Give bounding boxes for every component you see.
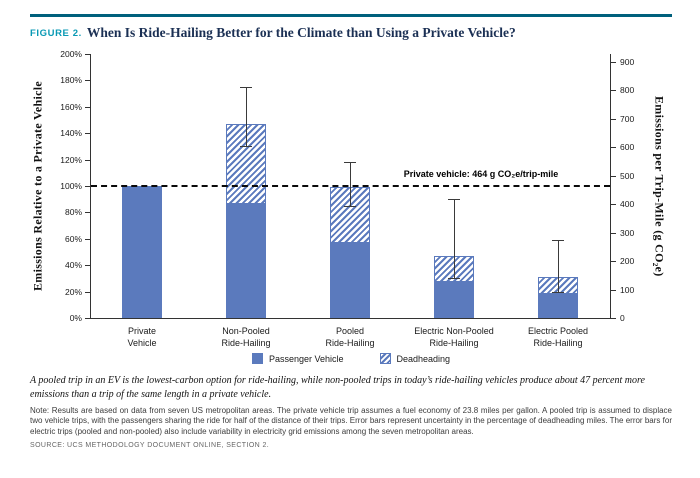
y-right-tick [611, 175, 616, 177]
y-left-tick [85, 318, 90, 319]
y-left-tick [85, 291, 90, 293]
y-right-tick-label: 200 [620, 256, 635, 267]
error-bar-line [245, 87, 247, 147]
y-axis-left-line [90, 54, 91, 319]
chart-plot: Emissions Relative to a Private Vehicle … [30, 44, 680, 349]
error-bar-cap-bottom [240, 146, 252, 148]
x-category-label: Electric Pooled Ride-Hailing [527, 326, 589, 348]
y-right-tick-label: 300 [620, 227, 635, 238]
y-left-tick-label: 100% [60, 181, 82, 191]
error-bar-cap-top [240, 87, 252, 88]
error-bar-cap-bottom [344, 205, 356, 207]
y-left-tick-label: 120% [60, 154, 82, 165]
legend-label-deadheading: Deadheading [396, 353, 451, 364]
x-axis-line [90, 318, 611, 319]
y-right-tick [611, 232, 616, 234]
x-category-label: Electric Non-Pooled Ride-Hailing [414, 326, 494, 348]
error-bar-cap-top [552, 240, 564, 242]
legend-swatch-deadheading [379, 353, 391, 364]
y-right-tick-label: 600 [620, 142, 635, 153]
y-right-tick [611, 289, 616, 291]
x-category-label: Non-Pooled Ride-Hailing [221, 326, 271, 348]
y-left-tick [85, 54, 90, 55]
chart-legend: Passenger Vehicle Deadheading [30, 353, 672, 364]
y-right-tick [611, 318, 616, 319]
y-axis-right-line [610, 54, 611, 319]
bar-passenger-vehicle [330, 242, 370, 318]
bar-passenger-vehicle [226, 204, 266, 318]
y-right-tick-label: 400 [620, 199, 635, 210]
y-left-tick-label: 200% [60, 49, 82, 59]
figure-source: SOURCE: UCS METHODOLOGY DOCUMENT ONLINE,… [30, 442, 270, 450]
error-bar-line [453, 199, 455, 279]
error-bar-cap-bottom [552, 291, 564, 293]
legend-swatch-passenger-vehicle [251, 353, 263, 364]
figure-caption: A pooled trip in an EV is the lowest-car… [30, 375, 645, 400]
legend-item-passenger-vehicle: Passenger Vehicle [251, 353, 344, 364]
y-left-tick-label: 60% [64, 233, 82, 244]
error-bar-line [557, 240, 559, 292]
reference-line [91, 185, 610, 187]
figure-note: Note: Results are based on data from sev… [30, 406, 672, 436]
y-left-tick-label: 160% [60, 101, 82, 112]
legend-label-passenger-vehicle: Passenger Vehicle [268, 353, 344, 364]
y-right-tick-label: 0 [620, 313, 625, 323]
reference-line-label: Private vehicle: 464 g CO₂e/trip-mile [403, 169, 559, 179]
top-rule [30, 14, 672, 17]
figure-title: When Is Ride-Hailing Better for the Clim… [86, 25, 516, 40]
x-category-label: Pooled Ride-Hailing [325, 326, 375, 348]
figure-label: FIGURE 2. [30, 27, 82, 39]
y-right-tick-label: 700 [620, 113, 635, 124]
y-left-tick-label: 180% [60, 75, 82, 86]
y-left-tick [85, 186, 90, 187]
bar-passenger-vehicle [538, 294, 578, 318]
y-left-tick [85, 106, 90, 108]
y-left-tick [85, 159, 90, 161]
y-right-tick-label: 500 [620, 170, 635, 181]
y-right-tick [611, 147, 616, 149]
y-left-tick-label: 20% [64, 286, 82, 297]
error-bar-cap-top [448, 199, 460, 201]
y-left-tick [85, 133, 90, 135]
y-right-tick-label: 800 [620, 85, 635, 96]
y-right-tick-label: 900 [620, 56, 635, 67]
y-right-tick [611, 204, 616, 206]
y-left-tick-label: 140% [60, 128, 82, 139]
bar-passenger-vehicle [434, 282, 474, 318]
y-left-tick [85, 212, 90, 214]
y-left-tick [85, 238, 90, 240]
legend-item-deadheading: Deadheading [379, 353, 451, 364]
y-left-tick-label: 0% [69, 313, 82, 323]
error-bar-cap-top [344, 162, 356, 164]
y-right-tick [611, 61, 616, 63]
y-right-tick [611, 90, 616, 92]
bar-passenger-vehicle [122, 186, 162, 318]
figure-header: FIGURE 2. When Is Ride-Hailing Better for… [30, 24, 672, 42]
y-right-tick-label: 100 [620, 284, 635, 295]
x-category-label: Private Vehicle [127, 326, 157, 348]
y-axis-title-right: Emissions per Trip-Mile (g CO₂e) [652, 95, 667, 277]
y-left-tick-label: 40% [64, 260, 82, 271]
y-right-tick [611, 118, 616, 120]
error-bar-cap-bottom [448, 278, 460, 280]
y-left-tick-label: 80% [64, 207, 82, 218]
y-left-tick [85, 80, 90, 82]
y-left-tick [85, 265, 90, 267]
error-bar-line [349, 162, 351, 206]
y-right-tick [611, 261, 616, 263]
